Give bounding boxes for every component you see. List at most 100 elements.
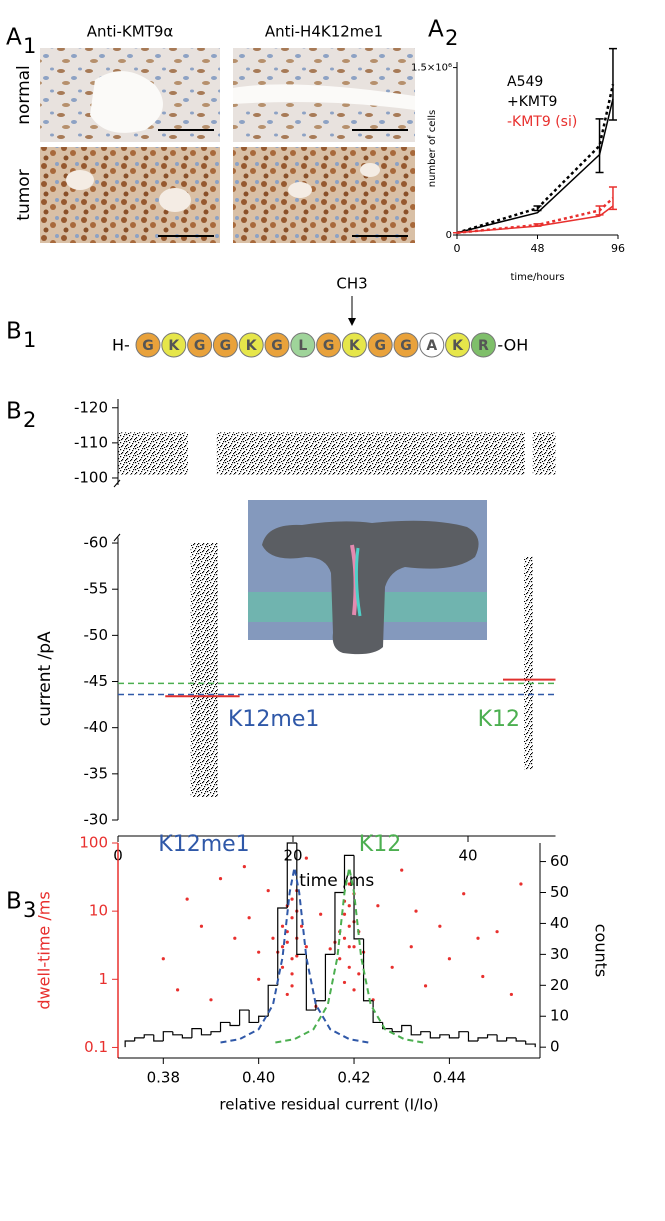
dwell-point — [266, 889, 270, 893]
histogram-bin — [496, 1034, 507, 1042]
histogram-bin — [124, 1040, 135, 1048]
fit-curve — [275, 867, 424, 1044]
error-bar — [595, 118, 604, 174]
residue-letter: G — [220, 338, 232, 354]
micrograph — [233, 147, 415, 243]
error-bar — [595, 205, 604, 216]
error-bar — [533, 205, 542, 212]
axis-break — [113, 533, 121, 542]
residue-letter: G — [400, 338, 412, 354]
residue — [290, 332, 316, 358]
dwell-point — [280, 965, 285, 969]
x-tick-label: 0.44 — [433, 1069, 466, 1087]
dwell-point — [347, 904, 351, 908]
residue — [187, 332, 213, 358]
dwell-point — [290, 957, 294, 961]
y2-tick-label: 10 — [550, 1007, 569, 1025]
y-tick-label: -60 — [84, 534, 109, 552]
y-tick-label: -55 — [84, 580, 109, 598]
error-bar — [533, 223, 542, 227]
arrow-head — [348, 318, 356, 326]
legend-title: A549 — [507, 74, 543, 90]
lumen — [66, 170, 94, 190]
x-tick-label: 0.40 — [242, 1069, 275, 1087]
dwell-point — [257, 950, 261, 954]
dwell-point — [376, 904, 380, 908]
dwell-point — [462, 892, 466, 896]
histogram-bin — [162, 1031, 173, 1041]
event-label: K12me1 — [228, 707, 319, 732]
histogram-bin — [448, 1034, 459, 1039]
dwell-point — [342, 980, 347, 985]
histogram-bin — [391, 1028, 402, 1033]
dwell-point — [199, 924, 204, 928]
dwell-point — [271, 936, 275, 940]
residue — [316, 332, 342, 358]
dwell-point — [247, 916, 251, 920]
y2-tick-label: 20 — [550, 976, 569, 994]
panel-index: 3 — [23, 898, 36, 922]
dwell-point — [209, 998, 213, 1002]
panel-index: 2 — [23, 408, 36, 432]
y-tick-label: -110 — [74, 433, 108, 451]
histogram-bin — [248, 1010, 259, 1024]
x-axis-label: time/hours — [510, 272, 564, 283]
dwell-point — [295, 954, 299, 958]
y-tick-label: -35 — [84, 764, 109, 782]
histogram-bin — [305, 954, 316, 1011]
dwell-point — [290, 972, 294, 976]
histogram-bin — [200, 1028, 211, 1036]
dwell-point — [161, 957, 165, 961]
lumen — [233, 84, 415, 110]
residue-letter: K — [168, 338, 180, 354]
y-tick-label: -40 — [84, 718, 109, 736]
lumen — [159, 188, 191, 212]
dwell-point — [285, 930, 289, 934]
residue — [445, 332, 471, 358]
histogram-bin — [172, 1031, 183, 1036]
dwell-point — [280, 924, 285, 928]
dwell-point — [357, 972, 361, 976]
dwell-point — [257, 977, 261, 981]
histogram-bin — [506, 1037, 517, 1041]
dwell-point — [400, 868, 404, 872]
peptide-prefix: H- — [112, 336, 130, 355]
residue — [367, 332, 393, 358]
histogram-bin — [286, 842, 297, 908]
current-trace — [118, 432, 188, 475]
histogram-bin — [134, 1037, 145, 1041]
histogram-bin — [486, 1034, 498, 1038]
residue-letter: K — [246, 338, 258, 354]
row-label: tumor — [14, 169, 34, 220]
histogram-bin — [382, 1022, 393, 1030]
histogram-bin — [238, 1009, 250, 1026]
y-tick-label: 10 — [89, 902, 108, 920]
residue-letter: G — [194, 338, 206, 354]
error-bar — [608, 47, 617, 121]
residue — [264, 332, 290, 358]
histogram-bin — [258, 1015, 269, 1023]
dwell-point — [290, 984, 294, 988]
dwell-point — [414, 909, 418, 913]
residue-letter: R — [478, 338, 489, 354]
y2-tick-label: 50 — [550, 883, 569, 901]
residue-letter: K — [452, 338, 464, 354]
y2-axis-label: counts — [592, 924, 611, 977]
x-tick-label: 20 — [283, 847, 302, 865]
y-tick-label: -45 — [84, 672, 109, 690]
lumen — [360, 163, 380, 177]
y2-tick-label: 0 — [550, 1038, 560, 1056]
histogram-bin — [410, 1025, 421, 1036]
dwell-point — [390, 965, 394, 969]
histogram-bin — [467, 1031, 479, 1042]
residue-letter: K — [349, 338, 361, 354]
y-tick-label: -30 — [84, 811, 109, 829]
structure-inset — [248, 500, 487, 655]
x-tick-label: 0 — [454, 242, 461, 255]
modification-label: CH3 — [336, 275, 367, 293]
histogram-bin — [334, 891, 345, 955]
residue — [341, 332, 367, 358]
dwell-point — [304, 856, 308, 860]
residue — [161, 332, 187, 358]
